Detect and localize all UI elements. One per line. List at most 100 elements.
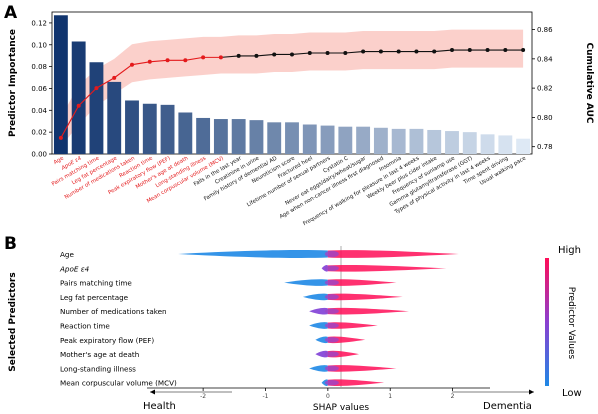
panel-b-chart: Selected Predictors Age ApoE ε4 Pairs matc… (8, 245, 582, 413)
feature-label: Mother's age at death (60, 350, 139, 359)
importance-bar (462, 132, 477, 154)
x-tick-label: -1 (262, 393, 268, 400)
violin-low-part (309, 322, 328, 329)
panel-b-x-axis-title: SHAP values (313, 403, 370, 413)
importance-bar (160, 104, 175, 154)
shap-violins (178, 250, 459, 387)
violin-high-part (327, 322, 378, 329)
colorbar-title: Predictor Values (566, 287, 576, 360)
auc-point (521, 48, 526, 53)
panel-b-letter: B (4, 234, 17, 254)
auc-line-rest (220, 49, 524, 58)
violin-low-part (315, 336, 328, 344)
auc-point (236, 53, 241, 58)
y2-tick-label: 0.78 (537, 143, 553, 151)
auc-point (201, 55, 206, 60)
y-tick-label: 0.12 (31, 19, 47, 27)
auc-confidence-band (60, 29, 524, 147)
violin-mid-part (324, 279, 339, 286)
importance-bar (142, 103, 157, 154)
violin-high-part (327, 250, 459, 258)
health-label: Health (143, 401, 176, 412)
auc-point (503, 48, 508, 53)
violin-high-part (327, 365, 397, 372)
violin-mid-part (324, 250, 339, 258)
auc-point (361, 49, 366, 54)
auc-point (165, 58, 170, 63)
auc-point (414, 49, 419, 54)
importance-bar (480, 134, 495, 154)
feature-label: Pairs matching time (60, 279, 132, 288)
panel-a-chart: Predictor Importance Cumulative AUC 0.00… (8, 11, 594, 227)
auc-band-area (60, 29, 524, 147)
importance-bar (178, 112, 193, 154)
y2-tick-label: 0.84 (537, 55, 553, 63)
auc-point (147, 59, 152, 64)
importance-bar (107, 81, 122, 154)
auc-point (76, 103, 81, 108)
y-tick-label: 0.10 (31, 41, 47, 49)
feature-label: Mean corpuscular volume (MCV) (60, 379, 177, 388)
y2-tick-label: 0.82 (537, 85, 553, 93)
x-tick-label: 0 (326, 393, 330, 400)
violin-low-part (309, 307, 328, 315)
importance-bar (338, 126, 353, 154)
panel-a-y-axis-title: Predictor Importance (8, 29, 18, 137)
violin-high-part (327, 279, 397, 286)
auc-point (112, 75, 117, 80)
y-tick-label: 0.06 (31, 85, 47, 93)
importance-bar (427, 129, 442, 154)
auc-point (183, 58, 188, 63)
feature-label: Age (60, 250, 74, 259)
feature-label: Leg fat percentage (60, 293, 129, 302)
auc-line (58, 48, 526, 140)
auc-point (307, 50, 312, 55)
violin-low-part (309, 365, 328, 372)
x-tick-label: Age (53, 155, 66, 166)
feature-label: Peak expiratory flow (PEF) (60, 336, 154, 345)
importance-bar (53, 15, 68, 155)
violin-low-part (302, 293, 328, 301)
violin-high-part (327, 265, 447, 272)
violin-mid-part (324, 337, 339, 343)
x-tick-label: -2 (200, 393, 206, 400)
importance-bar (125, 100, 139, 154)
y-tick-label: 0.08 (31, 63, 47, 71)
panel-b-x-ticks: -2 -1 0 1 2 (200, 388, 455, 400)
importance-bar (213, 119, 228, 154)
violin-low-part (321, 379, 328, 387)
importance-bar (89, 62, 104, 154)
violin-mid-part (324, 308, 339, 314)
violin-low-part (178, 250, 328, 258)
panel-b-y-axis-title: Selected Predictors (8, 272, 18, 371)
auc-point (272, 52, 277, 57)
importance-bar (391, 128, 406, 154)
auc-line-selected (60, 56, 221, 139)
x-tick-label: 2 (451, 393, 455, 400)
violin-mid-part (324, 322, 339, 329)
auc-point (130, 62, 134, 67)
dementia-annotation: Dementia (452, 389, 534, 412)
auc-point (467, 48, 472, 53)
violin-mid-part (324, 379, 339, 386)
violin-low-part (284, 279, 328, 286)
y-tick-label: 0.02 (31, 129, 47, 137)
panel-a-y-ticks: 0.00 0.02 0.04 0.06 0.08 0.10 0.12 (31, 19, 52, 159)
violin-mid-part (324, 294, 339, 300)
auc-point (94, 86, 99, 91)
violin-high-part (327, 379, 384, 386)
panel-a-y2-ticks: 0.78 0.80 0.82 0.84 0.86 (532, 26, 553, 151)
panel-a-y2-axis-title: Cumulative AUC (584, 42, 594, 123)
y-tick-label: 0.00 (31, 151, 47, 159)
importance-bar (409, 128, 424, 154)
importance-bar (71, 41, 86, 154)
importance-bar (302, 124, 317, 154)
importance-bar (285, 122, 299, 154)
importance-bars (53, 15, 531, 155)
importance-bar (196, 117, 211, 154)
y-tick-label: 0.04 (31, 107, 47, 115)
auc-point (290, 52, 294, 57)
y2-tick-label: 0.80 (537, 114, 553, 122)
